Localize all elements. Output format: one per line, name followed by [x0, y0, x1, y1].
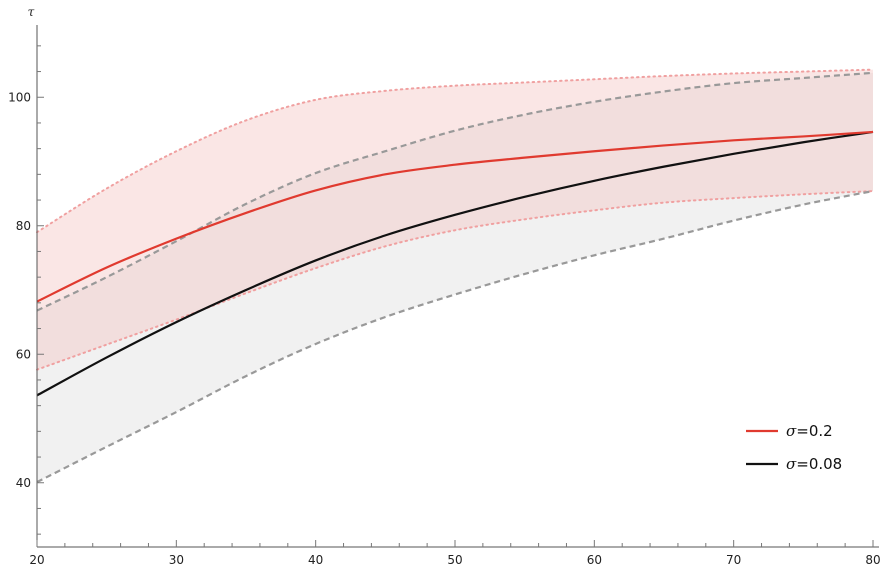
y-tick-label: 60: [16, 347, 31, 361]
y-axis-label: τ: [28, 5, 35, 19]
x-tick-label: 20: [29, 553, 44, 567]
legend-label-sigma-0-08: σ=0.08: [786, 455, 842, 473]
x-tick-label: 40: [308, 553, 323, 567]
legend-label-sigma-0-2: σ=0.2: [786, 422, 833, 440]
y-tick-label: 40: [16, 476, 31, 490]
confidence-bands: [37, 70, 873, 482]
x-tick-label: 70: [726, 553, 741, 567]
y-tick-label: 80: [16, 219, 31, 233]
y-tick-label: 100: [8, 90, 31, 104]
x-tick-label: 30: [169, 553, 184, 567]
x-tick-label: 80: [865, 553, 880, 567]
legend-sigma-value: =0.2: [796, 422, 832, 440]
legend-sigma-value: =0.08: [796, 455, 842, 473]
legend: σ=0.2 σ=0.08: [746, 422, 842, 473]
x-tick-label: 60: [587, 553, 602, 567]
x-tick-label: 50: [447, 553, 462, 567]
x-ticks: 20 30 40 50 60 70 80: [29, 540, 880, 567]
